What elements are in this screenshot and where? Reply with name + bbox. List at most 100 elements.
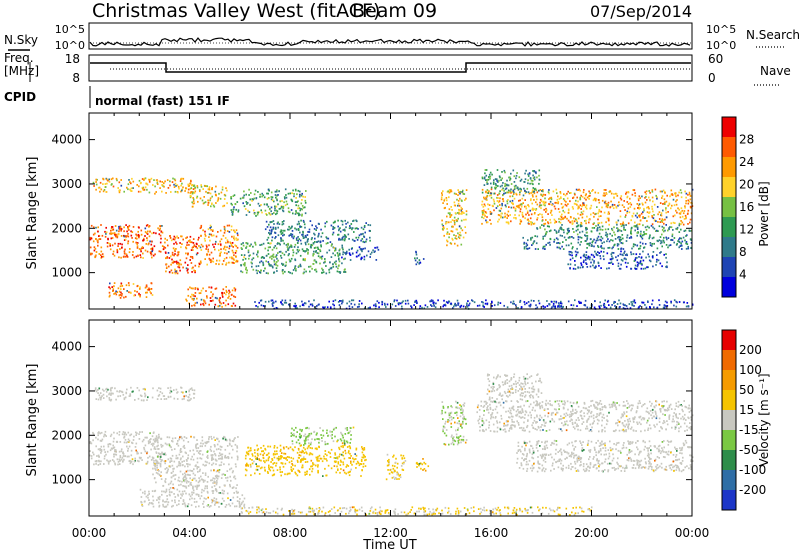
power-cell xyxy=(259,244,261,246)
power-cell xyxy=(209,197,212,200)
power-cell xyxy=(629,206,632,208)
power-cell xyxy=(342,248,344,251)
power-cell xyxy=(512,300,515,303)
velocity-cell xyxy=(229,483,231,486)
power-cell xyxy=(97,226,99,229)
power-cell xyxy=(557,202,559,205)
power-cell xyxy=(487,182,489,185)
power-cell xyxy=(362,232,364,235)
power-cell xyxy=(611,203,614,206)
power-cell xyxy=(110,178,113,181)
power-cell xyxy=(486,216,488,218)
power-cell xyxy=(347,233,350,236)
power-cell xyxy=(207,188,210,191)
power-cell xyxy=(599,228,601,231)
power-cell xyxy=(625,240,628,242)
power-cell xyxy=(297,250,299,253)
power-cell xyxy=(674,192,677,195)
velocity-cell xyxy=(200,457,203,460)
power-cell xyxy=(441,228,444,230)
power-cell xyxy=(664,305,667,307)
power-cell xyxy=(231,293,233,296)
power-cell xyxy=(116,235,119,238)
power-cell xyxy=(559,234,562,237)
power-cell xyxy=(145,182,147,185)
power-cell xyxy=(679,216,682,219)
power-cell xyxy=(160,230,163,233)
power-cell xyxy=(217,305,220,308)
power-cell xyxy=(673,299,676,302)
power-cell xyxy=(570,192,572,194)
power-cell xyxy=(538,189,540,192)
power-cell xyxy=(418,259,421,261)
power-cell xyxy=(161,181,163,183)
power-cell xyxy=(243,256,245,259)
power-cell xyxy=(579,301,582,304)
power-cell xyxy=(233,287,236,289)
velocity-cell xyxy=(157,441,159,444)
power-cell xyxy=(530,179,533,182)
power-cell xyxy=(117,187,119,189)
velocity-cell xyxy=(118,433,121,436)
power-cell xyxy=(154,185,156,188)
power-cell xyxy=(176,235,178,238)
power-cell xyxy=(512,189,515,192)
power-cell xyxy=(658,304,661,306)
velocity-cell xyxy=(155,481,157,484)
power-cell xyxy=(173,238,176,241)
power-cell xyxy=(643,209,645,212)
power-cell xyxy=(567,219,570,222)
power-cell xyxy=(515,193,518,196)
power-cell xyxy=(161,231,164,234)
power-cell xyxy=(229,256,231,259)
power-cell xyxy=(622,237,624,240)
power-cell xyxy=(339,253,341,256)
velocity-cell xyxy=(340,445,342,448)
power-cell xyxy=(261,192,263,195)
power-cell xyxy=(228,289,230,292)
power-cell xyxy=(344,271,346,273)
velocity-cell xyxy=(355,467,357,469)
power-cell xyxy=(332,252,334,255)
velocity-cell xyxy=(226,492,229,495)
velocity-cell xyxy=(102,397,105,399)
power-cell xyxy=(163,182,165,185)
velocity-cell xyxy=(171,505,173,508)
power-cell xyxy=(110,183,113,186)
velocity-cell xyxy=(237,436,239,438)
power-cell xyxy=(269,242,271,245)
power-cell xyxy=(356,249,359,252)
power-data xyxy=(89,169,694,310)
power-cell xyxy=(92,240,95,243)
power-cell xyxy=(510,220,512,223)
power-cell xyxy=(120,229,122,232)
power-cell xyxy=(375,259,378,261)
power-cell xyxy=(109,282,111,285)
power-cell xyxy=(302,231,304,234)
power-cell xyxy=(608,304,610,306)
power-cell xyxy=(353,231,355,233)
power-cell xyxy=(550,198,553,201)
power-cell xyxy=(254,243,257,246)
velocity-cell xyxy=(330,467,333,470)
velocity-cell xyxy=(182,500,185,503)
velocity-cell xyxy=(158,452,160,455)
power-cell xyxy=(296,193,298,196)
power-cell xyxy=(577,205,580,208)
power-cell xyxy=(644,226,647,229)
power-cell xyxy=(189,239,191,242)
velocity-cell xyxy=(304,448,306,451)
power-cell xyxy=(276,264,279,267)
power-cell xyxy=(297,212,299,215)
power-cell xyxy=(603,201,606,204)
velocity-cell xyxy=(199,450,202,452)
power-cell xyxy=(125,253,128,256)
power-cell xyxy=(552,303,555,305)
power-cell xyxy=(108,286,110,289)
power-cell xyxy=(323,307,325,309)
power-cell xyxy=(689,230,691,232)
power-cell xyxy=(231,256,233,259)
power-cell xyxy=(658,299,660,302)
power-cell xyxy=(198,265,200,268)
power-cell xyxy=(187,288,189,291)
